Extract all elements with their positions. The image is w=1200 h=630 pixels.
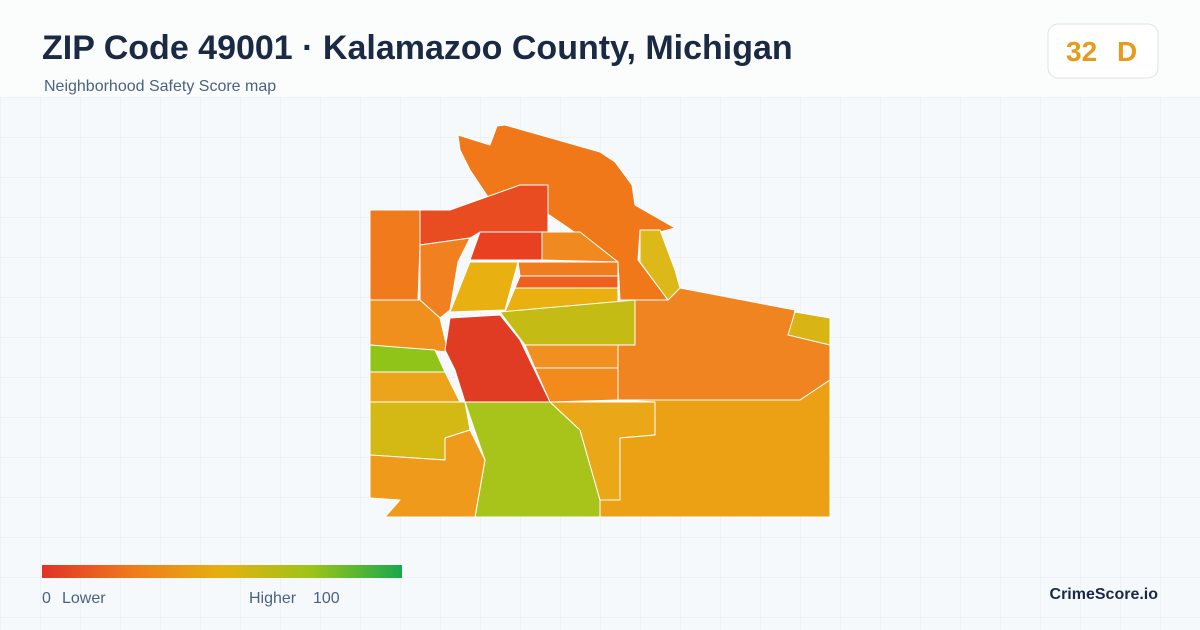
area — [499, 299, 636, 346]
area — [369, 209, 421, 301]
legend-bar — [42, 565, 402, 578]
legend-max-label: Higher — [249, 590, 297, 607]
area — [639, 229, 681, 301]
area — [369, 371, 461, 403]
score-box — [1047, 23, 1159, 79]
area — [469, 231, 543, 261]
subtitle: Neighborhood Safety Score map — [44, 78, 276, 95]
area — [534, 367, 619, 403]
score-grade: D — [1117, 36, 1137, 67]
area — [449, 261, 519, 313]
area — [787, 311, 831, 346]
legend-min-label: Lower — [62, 590, 106, 607]
area — [524, 344, 619, 369]
area — [517, 261, 619, 277]
map — [369, 124, 831, 518]
area — [599, 379, 831, 518]
legend-min: 0 — [42, 590, 51, 607]
area — [369, 299, 449, 353]
brand: CrimeScore.io — [1050, 586, 1159, 603]
area — [369, 429, 486, 518]
title: ZIP Code 49001 · Kalamazoo County, Michi… — [42, 29, 793, 67]
score-value: 32 — [1066, 36, 1097, 67]
legend-max: 100 — [313, 590, 340, 607]
header-band — [0, 0, 1200, 97]
area — [514, 275, 619, 289]
